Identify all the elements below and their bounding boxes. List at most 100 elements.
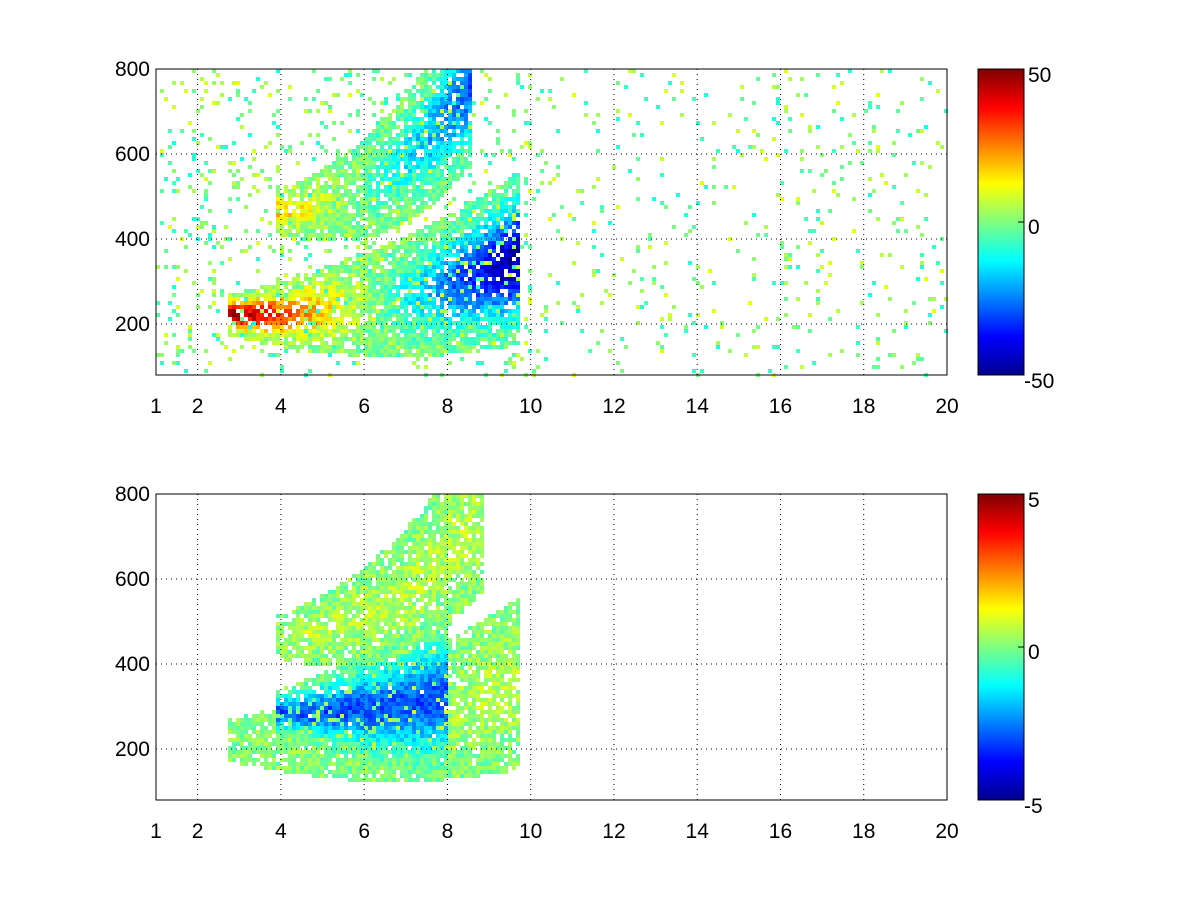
heatmap-cell — [448, 337, 452, 341]
heatmap-cell — [384, 770, 388, 774]
heatmap-cell — [480, 149, 484, 153]
heatmap-cell — [312, 654, 316, 658]
heatmap-cell — [772, 85, 776, 89]
heatmap-cell — [352, 149, 356, 153]
heatmap-cell — [336, 193, 340, 197]
heatmap-cell — [480, 249, 484, 253]
heatmap-cell — [364, 141, 368, 145]
heatmap-cell — [780, 245, 784, 249]
heatmap-cell — [244, 337, 248, 341]
heatmap-cell — [464, 97, 468, 101]
heatmap-cell — [464, 161, 468, 165]
heatmap-cell — [308, 217, 312, 221]
heatmap-cell — [460, 145, 464, 149]
heatmap-cell — [308, 329, 312, 333]
heatmap-cell — [440, 229, 444, 233]
heatmap-cell — [944, 329, 948, 333]
heatmap-cell — [432, 225, 436, 229]
heatmap-cell — [304, 646, 308, 650]
heatmap-cell — [480, 201, 484, 205]
heatmap-cell — [472, 281, 476, 285]
heatmap-cell — [344, 734, 348, 738]
heatmap-cell — [400, 153, 404, 157]
heatmap-cell — [872, 189, 876, 193]
heatmap-cell — [464, 125, 468, 129]
x-tick-label: 14 — [686, 395, 710, 418]
heatmap-cell — [368, 353, 372, 357]
heatmap-cell — [416, 145, 420, 149]
heatmap-cell — [244, 754, 248, 758]
heatmap-cell — [336, 273, 340, 277]
heatmap-cell — [460, 289, 464, 293]
heatmap-cell — [400, 213, 404, 217]
heatmap-cell — [488, 261, 492, 265]
heatmap-cell — [440, 241, 444, 245]
heatmap-cell — [388, 582, 392, 586]
heatmap-cell — [752, 273, 756, 277]
heatmap-cell — [376, 762, 380, 766]
heatmap-cell — [424, 257, 428, 261]
heatmap-cell — [892, 221, 896, 225]
heatmap-cell — [380, 341, 384, 345]
heatmap-cell — [472, 321, 476, 325]
heatmap-cell — [448, 305, 452, 309]
heatmap-cell — [324, 606, 328, 610]
heatmap-cell — [364, 273, 368, 277]
heatmap-cell — [436, 125, 440, 129]
heatmap-cell — [348, 778, 352, 782]
heatmap-cell — [244, 297, 248, 301]
heatmap-cell — [404, 329, 408, 333]
heatmap-cell — [312, 762, 316, 766]
heatmap-cell — [476, 313, 480, 317]
heatmap-cell — [284, 333, 288, 337]
heatmap-cell — [420, 301, 424, 305]
heatmap-cell — [720, 321, 724, 325]
heatmap-cell — [264, 309, 268, 313]
heatmap-cell — [420, 73, 424, 77]
heatmap-cell — [248, 313, 252, 317]
heatmap-cell — [484, 293, 488, 297]
heatmap-cell — [328, 209, 332, 213]
heatmap-cell — [160, 89, 164, 93]
heatmap-cell — [376, 301, 380, 305]
heatmap-cell — [332, 686, 336, 690]
heatmap-cell — [184, 89, 188, 93]
heatmap-cell — [340, 706, 344, 710]
heatmap-cell — [364, 161, 368, 165]
heatmap-cell — [496, 185, 500, 189]
heatmap-cell — [228, 305, 232, 309]
heatmap-cell — [368, 674, 372, 678]
heatmap-cell — [304, 297, 308, 301]
heatmap-cell — [328, 297, 332, 301]
heatmap-cell — [452, 169, 456, 173]
heatmap-cell — [460, 293, 464, 297]
heatmap-cell — [304, 205, 308, 209]
heatmap-cell — [296, 654, 300, 658]
heatmap-cell — [472, 241, 476, 245]
heatmap-cell — [328, 345, 332, 349]
heatmap-cell — [496, 329, 500, 333]
heatmap-cell — [376, 722, 380, 726]
heatmap-cell — [308, 289, 312, 293]
heatmap-cell — [484, 337, 488, 341]
heatmap-cell — [608, 293, 612, 297]
heatmap-cell — [244, 718, 248, 722]
heatmap-cell — [820, 249, 824, 253]
heatmap-cell — [192, 89, 196, 93]
heatmap-cell — [240, 758, 244, 762]
heatmap-cell — [508, 313, 512, 317]
heatmap-cell — [416, 161, 420, 165]
heatmap-cell — [468, 101, 472, 105]
heatmap-cell — [784, 253, 788, 257]
heatmap-cell — [320, 602, 324, 606]
heatmap-cell — [320, 718, 324, 722]
heatmap-cell — [396, 193, 400, 197]
heatmap-cell — [276, 650, 280, 654]
heatmap-cell — [436, 245, 440, 249]
heatmap-cell — [232, 161, 236, 165]
heatmap-cell — [496, 313, 500, 317]
heatmap-cell — [288, 742, 292, 746]
heatmap-cell — [356, 201, 360, 205]
heatmap-cell — [388, 646, 392, 650]
heatmap-cell — [664, 89, 668, 93]
